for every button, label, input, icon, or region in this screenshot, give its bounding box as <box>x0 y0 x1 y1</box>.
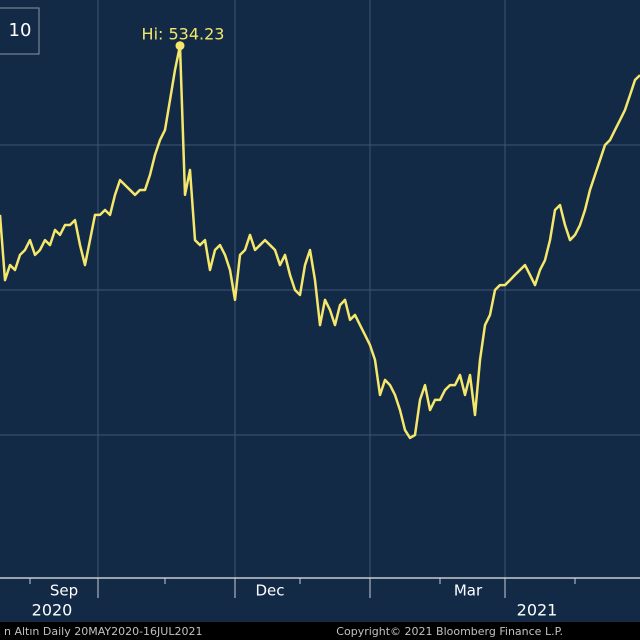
plot-background <box>0 0 640 622</box>
peak-dot <box>175 41 185 51</box>
peak-label: Hi: 534.23 <box>142 25 225 44</box>
x-tick-marks <box>29 578 576 598</box>
vertical-grid <box>97 0 506 578</box>
year-label: 2021 <box>517 601 558 620</box>
year-label: 2020 <box>32 601 73 620</box>
x-tick-label: Mar <box>454 582 483 600</box>
price-line <box>0 44 640 440</box>
footer-left: n Altın Daily 20MAY2020-16JUL2021 <box>4 625 202 638</box>
footer-right: Copyright© 2021 Bloomberg Finance L.P. <box>336 625 563 638</box>
x-tick-label: Sep <box>50 582 78 600</box>
x-tick-label: Dec <box>255 582 284 600</box>
box-label: 10 <box>9 20 32 41</box>
label-box <box>0 7 40 55</box>
